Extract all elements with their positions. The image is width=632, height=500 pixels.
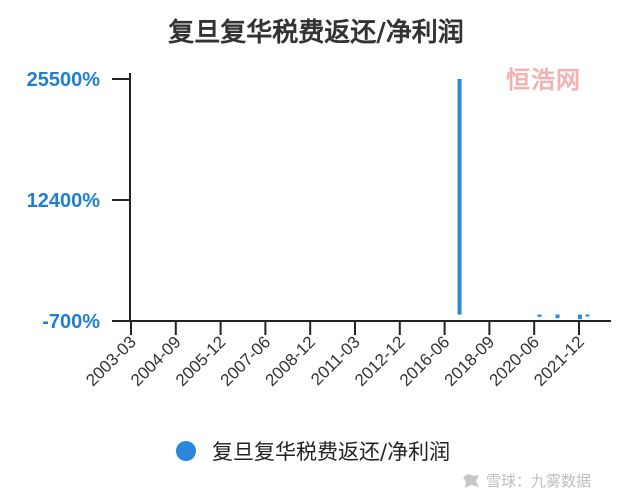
legend-label: 复旦复华税费返还/净利润 <box>212 440 451 464</box>
y-tick-label: -700% <box>42 311 100 333</box>
watermark-top-right: 恒浩网 <box>506 66 581 94</box>
axes-group <box>112 73 611 335</box>
x-tick-label: 2008-12 <box>261 332 319 390</box>
y-tick-label: 12400% <box>27 190 101 212</box>
bar[interactable] <box>577 314 582 320</box>
snowball-icon <box>463 473 479 488</box>
x-tick-label: 2021-12 <box>530 332 588 390</box>
chart-title: 复旦复华税费返还/净利润 <box>168 18 464 48</box>
bar[interactable] <box>457 79 462 315</box>
bar[interactable] <box>537 314 542 317</box>
bar[interactable] <box>555 314 560 319</box>
legend-marker-icon <box>176 441 196 461</box>
legend[interactable]: 复旦复华税费返还/净利润 <box>176 438 450 464</box>
watermark-bottom-right: 雪球：九雾数据 <box>462 470 591 491</box>
watermark-text: 雪球：九雾数据 <box>486 472 592 490</box>
labels-group: 25500%12400%-700%2003-032004-092005-1220… <box>27 69 588 390</box>
bar[interactable] <box>585 314 590 317</box>
y-tick-label: 25500% <box>27 69 101 91</box>
bars-group <box>457 79 590 320</box>
